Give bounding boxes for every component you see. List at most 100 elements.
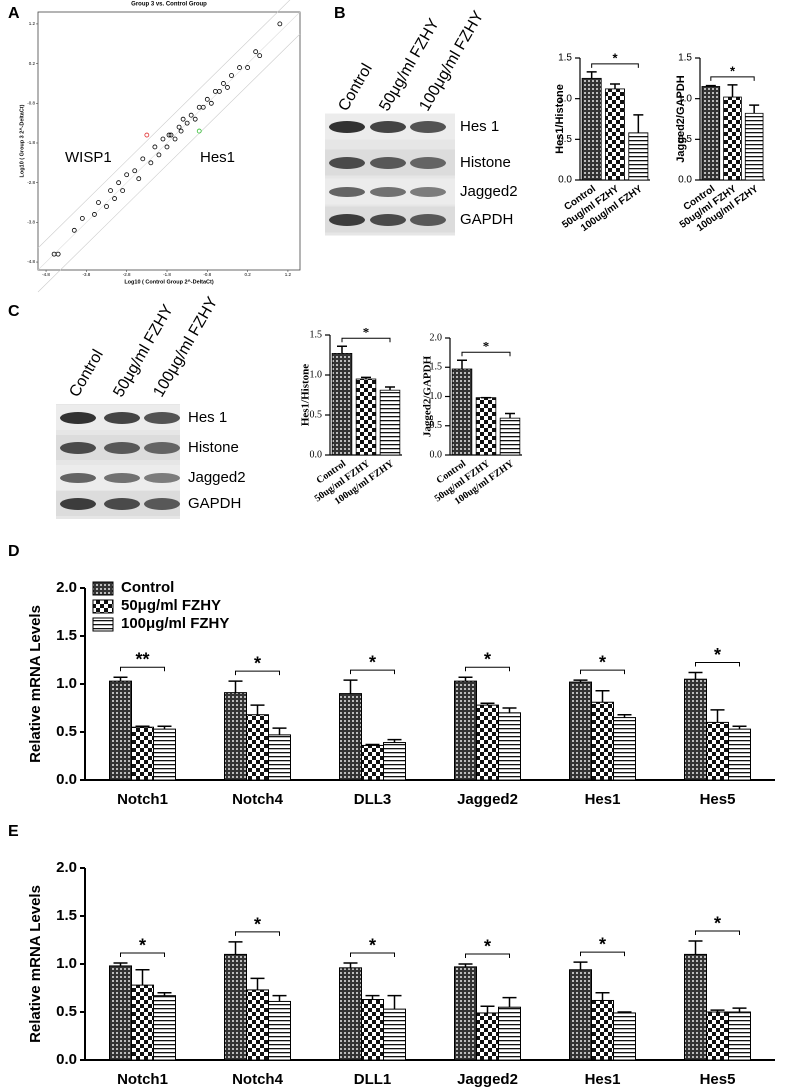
error-bar (573, 961, 588, 970)
y-tick-label: 0.5 (430, 420, 443, 431)
y-tick-label: 0.5 (558, 134, 572, 145)
data-point (152, 144, 158, 150)
x-tick-label: Jagged2 (457, 791, 518, 808)
error-bar (343, 679, 358, 694)
blot-band (144, 412, 180, 424)
error-bar (688, 671, 703, 680)
bar (701, 86, 721, 181)
bar-chart: 0.00.51.01.52.0Jagged2/GAPDHControl50ug/… (422, 332, 522, 507)
error-bar (361, 376, 371, 379)
data-point (96, 200, 101, 205)
x-tick-label: DLL3 (354, 791, 392, 808)
error-bar (387, 738, 402, 743)
significance-bracket (350, 669, 395, 675)
data-point (108, 188, 113, 194)
y-axis-label: Relative mRNA Levels (27, 605, 44, 763)
legend-label: 50μg/ml FZHY (121, 597, 221, 614)
blot-band (410, 187, 446, 197)
significance-label: * (484, 936, 491, 956)
y-tick-label: 1.5 (56, 907, 77, 924)
panel-label: C (8, 303, 20, 320)
significance-label: * (254, 914, 261, 934)
bar (744, 112, 764, 181)
bar (355, 378, 377, 456)
bar (109, 965, 132, 1061)
significance-bracket (235, 670, 280, 676)
panel-label: A (8, 5, 20, 22)
error-bar (688, 940, 703, 955)
data-point (188, 112, 194, 118)
y-tick-label: 0.5 (310, 409, 323, 420)
bar (131, 726, 154, 781)
bar (613, 1012, 636, 1061)
x-tick-label: -3.8 (82, 272, 90, 277)
x-tick-label: DLL1 (354, 1071, 392, 1087)
band-label: Histone (460, 154, 511, 171)
significance-bracket (580, 951, 625, 957)
bar (153, 728, 176, 781)
band-label: Jagged2 (188, 469, 246, 486)
data-point (136, 176, 142, 182)
data-point (277, 21, 283, 27)
bar (361, 999, 384, 1061)
error-bar (272, 727, 287, 735)
significance-label: * (363, 325, 370, 340)
scatter-chart: Group 3 vs. Control Group Log10 ( Control… (19, 0, 301, 293)
error-bar (228, 680, 243, 693)
x-tick-label: 0.2 (244, 272, 251, 277)
x-tick-label: -0.8 (203, 272, 211, 277)
lane-label: Control (66, 347, 107, 400)
significance-bracket (580, 669, 625, 675)
significance-bracket (695, 930, 740, 935)
bar (454, 966, 477, 1061)
blot-band (60, 412, 96, 424)
y-tick-label: 1.0 (310, 369, 323, 380)
blot-band (329, 214, 365, 226)
x-tick-label: Notch4 (232, 1071, 283, 1087)
bar (498, 712, 521, 781)
y-tick-label: 0.0 (310, 449, 323, 460)
bar (498, 1006, 521, 1061)
legend-swatch (92, 581, 114, 596)
data-point (132, 168, 138, 174)
y-axis-label: Log10 ( Group 3 2^-DeltaCt) (19, 104, 25, 177)
bar (613, 717, 636, 781)
error-bar (113, 962, 128, 966)
significance-label: * (730, 64, 736, 79)
data-point (71, 227, 77, 233)
error-bar (113, 676, 128, 682)
y-axis-label: Relative mRNA Levels (27, 885, 44, 1043)
bar (475, 397, 497, 456)
error-bar (135, 725, 150, 728)
significance-bracket (350, 952, 395, 958)
data-point (253, 49, 259, 55)
significance-bracket (710, 76, 755, 81)
error-bar (135, 969, 150, 986)
data-point (168, 132, 174, 138)
error-bar (595, 992, 610, 1001)
bar (379, 389, 401, 456)
bar (224, 692, 247, 781)
error-bar (272, 994, 287, 1002)
bar (268, 734, 291, 781)
y-axis-label: Hes1/Histone (554, 84, 566, 154)
significance-label: * (599, 653, 606, 673)
y-tick-label: 0.0 (558, 175, 572, 186)
error-bar (617, 713, 632, 718)
blot-band (60, 498, 96, 510)
y-tick-label: 1.5 (430, 362, 443, 373)
bar (706, 721, 729, 781)
y-tick-label: 1.5 (310, 329, 323, 340)
bar (476, 704, 499, 781)
blot-band (60, 442, 96, 454)
error-bar (250, 704, 265, 715)
y-tick-label: 1.5 (558, 53, 572, 64)
y-tick-label: 1.2 (29, 21, 36, 26)
data-point (124, 172, 130, 178)
error-bar (610, 83, 620, 89)
blot-band (410, 157, 446, 169)
legend-label: Control (121, 579, 174, 596)
significance-label: * (254, 654, 261, 674)
